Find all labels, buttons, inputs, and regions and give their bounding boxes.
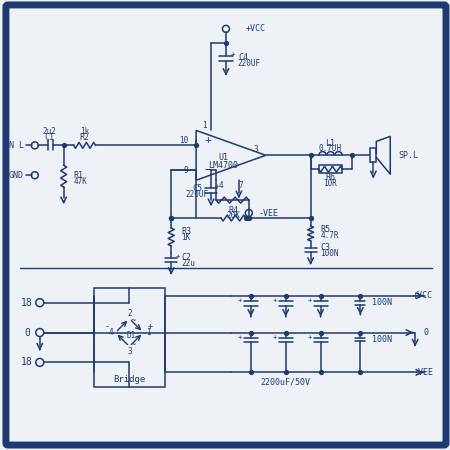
Text: +: + [238, 333, 242, 339]
Text: 2200uF/50V: 2200uF/50V [261, 378, 310, 387]
Text: 22u: 22u [181, 259, 195, 268]
Text: +: + [148, 322, 153, 331]
Text: +: + [205, 135, 211, 145]
Text: IN L: IN L [4, 141, 24, 150]
Text: 1: 1 [146, 328, 151, 337]
Text: R5: R5 [320, 225, 331, 234]
Text: C1: C1 [45, 133, 55, 142]
Text: -VEE: -VEE [413, 368, 433, 377]
Text: 10R: 10R [324, 179, 338, 188]
Bar [319, 165, 342, 173]
Text: 20K: 20K [226, 211, 240, 220]
Text: 1k: 1k [80, 127, 89, 136]
Text: R2: R2 [80, 133, 90, 142]
Bar [370, 148, 376, 162]
Text: U1: U1 [218, 153, 228, 162]
Text: R4: R4 [228, 206, 238, 215]
Text: LM4700: LM4700 [208, 161, 238, 170]
Text: 0: 0 [423, 328, 428, 337]
Text: +: + [175, 253, 180, 259]
Text: 1: 1 [202, 121, 207, 130]
Text: SP.L: SP.L [398, 151, 418, 160]
Text: +: + [238, 297, 242, 303]
Text: 18: 18 [21, 297, 33, 308]
Text: 0.7UH: 0.7UH [319, 144, 342, 153]
Text: 18: 18 [21, 357, 33, 367]
Text: 220UF: 220UF [185, 189, 209, 198]
Text: R6: R6 [325, 173, 336, 182]
FancyBboxPatch shape [6, 5, 446, 445]
Text: 2: 2 [127, 309, 132, 318]
Text: 100N: 100N [372, 298, 392, 307]
Text: 4: 4 [219, 180, 223, 189]
Text: +: + [273, 297, 277, 303]
Text: +VCC: +VCC [246, 24, 266, 33]
Text: C2: C2 [181, 253, 191, 262]
Text: GND: GND [9, 171, 24, 180]
Text: L1: L1 [325, 139, 336, 148]
Text: ~: ~ [131, 316, 136, 325]
Text: 9: 9 [184, 166, 188, 175]
Text: R1: R1 [74, 171, 84, 180]
Text: -VEE: -VEE [259, 208, 279, 217]
Text: +: + [231, 51, 235, 57]
Text: Bridge: Bridge [113, 375, 145, 384]
Text: 2u2: 2u2 [43, 127, 57, 136]
Text: +: + [307, 297, 311, 303]
Text: 0: 0 [24, 328, 30, 338]
Text: 3: 3 [127, 347, 132, 356]
Text: 100N: 100N [372, 335, 392, 344]
Text: +VCC: +VCC [413, 291, 433, 300]
Text: +: + [307, 333, 311, 339]
Text: 100N: 100N [320, 249, 339, 258]
Text: −: − [204, 164, 212, 177]
Text: -: - [105, 322, 110, 331]
Text: C4: C4 [238, 53, 248, 62]
Text: C3: C3 [320, 243, 331, 252]
Text: R3: R3 [181, 227, 191, 236]
Text: 1K: 1K [181, 234, 190, 243]
Text: 10: 10 [179, 136, 188, 145]
Text: 47K: 47K [74, 177, 87, 186]
Text: C5: C5 [192, 184, 202, 193]
Text: 7: 7 [238, 180, 243, 189]
Text: 3: 3 [253, 145, 258, 154]
Text: +: + [215, 183, 219, 189]
Bar [94, 288, 165, 387]
Text: 4: 4 [108, 328, 113, 337]
Text: 220UF: 220UF [238, 59, 261, 68]
Text: 4.7R: 4.7R [320, 231, 339, 240]
Text: D1: D1 [127, 331, 136, 340]
Text: +: + [273, 333, 277, 339]
Text: ~: ~ [131, 340, 136, 349]
